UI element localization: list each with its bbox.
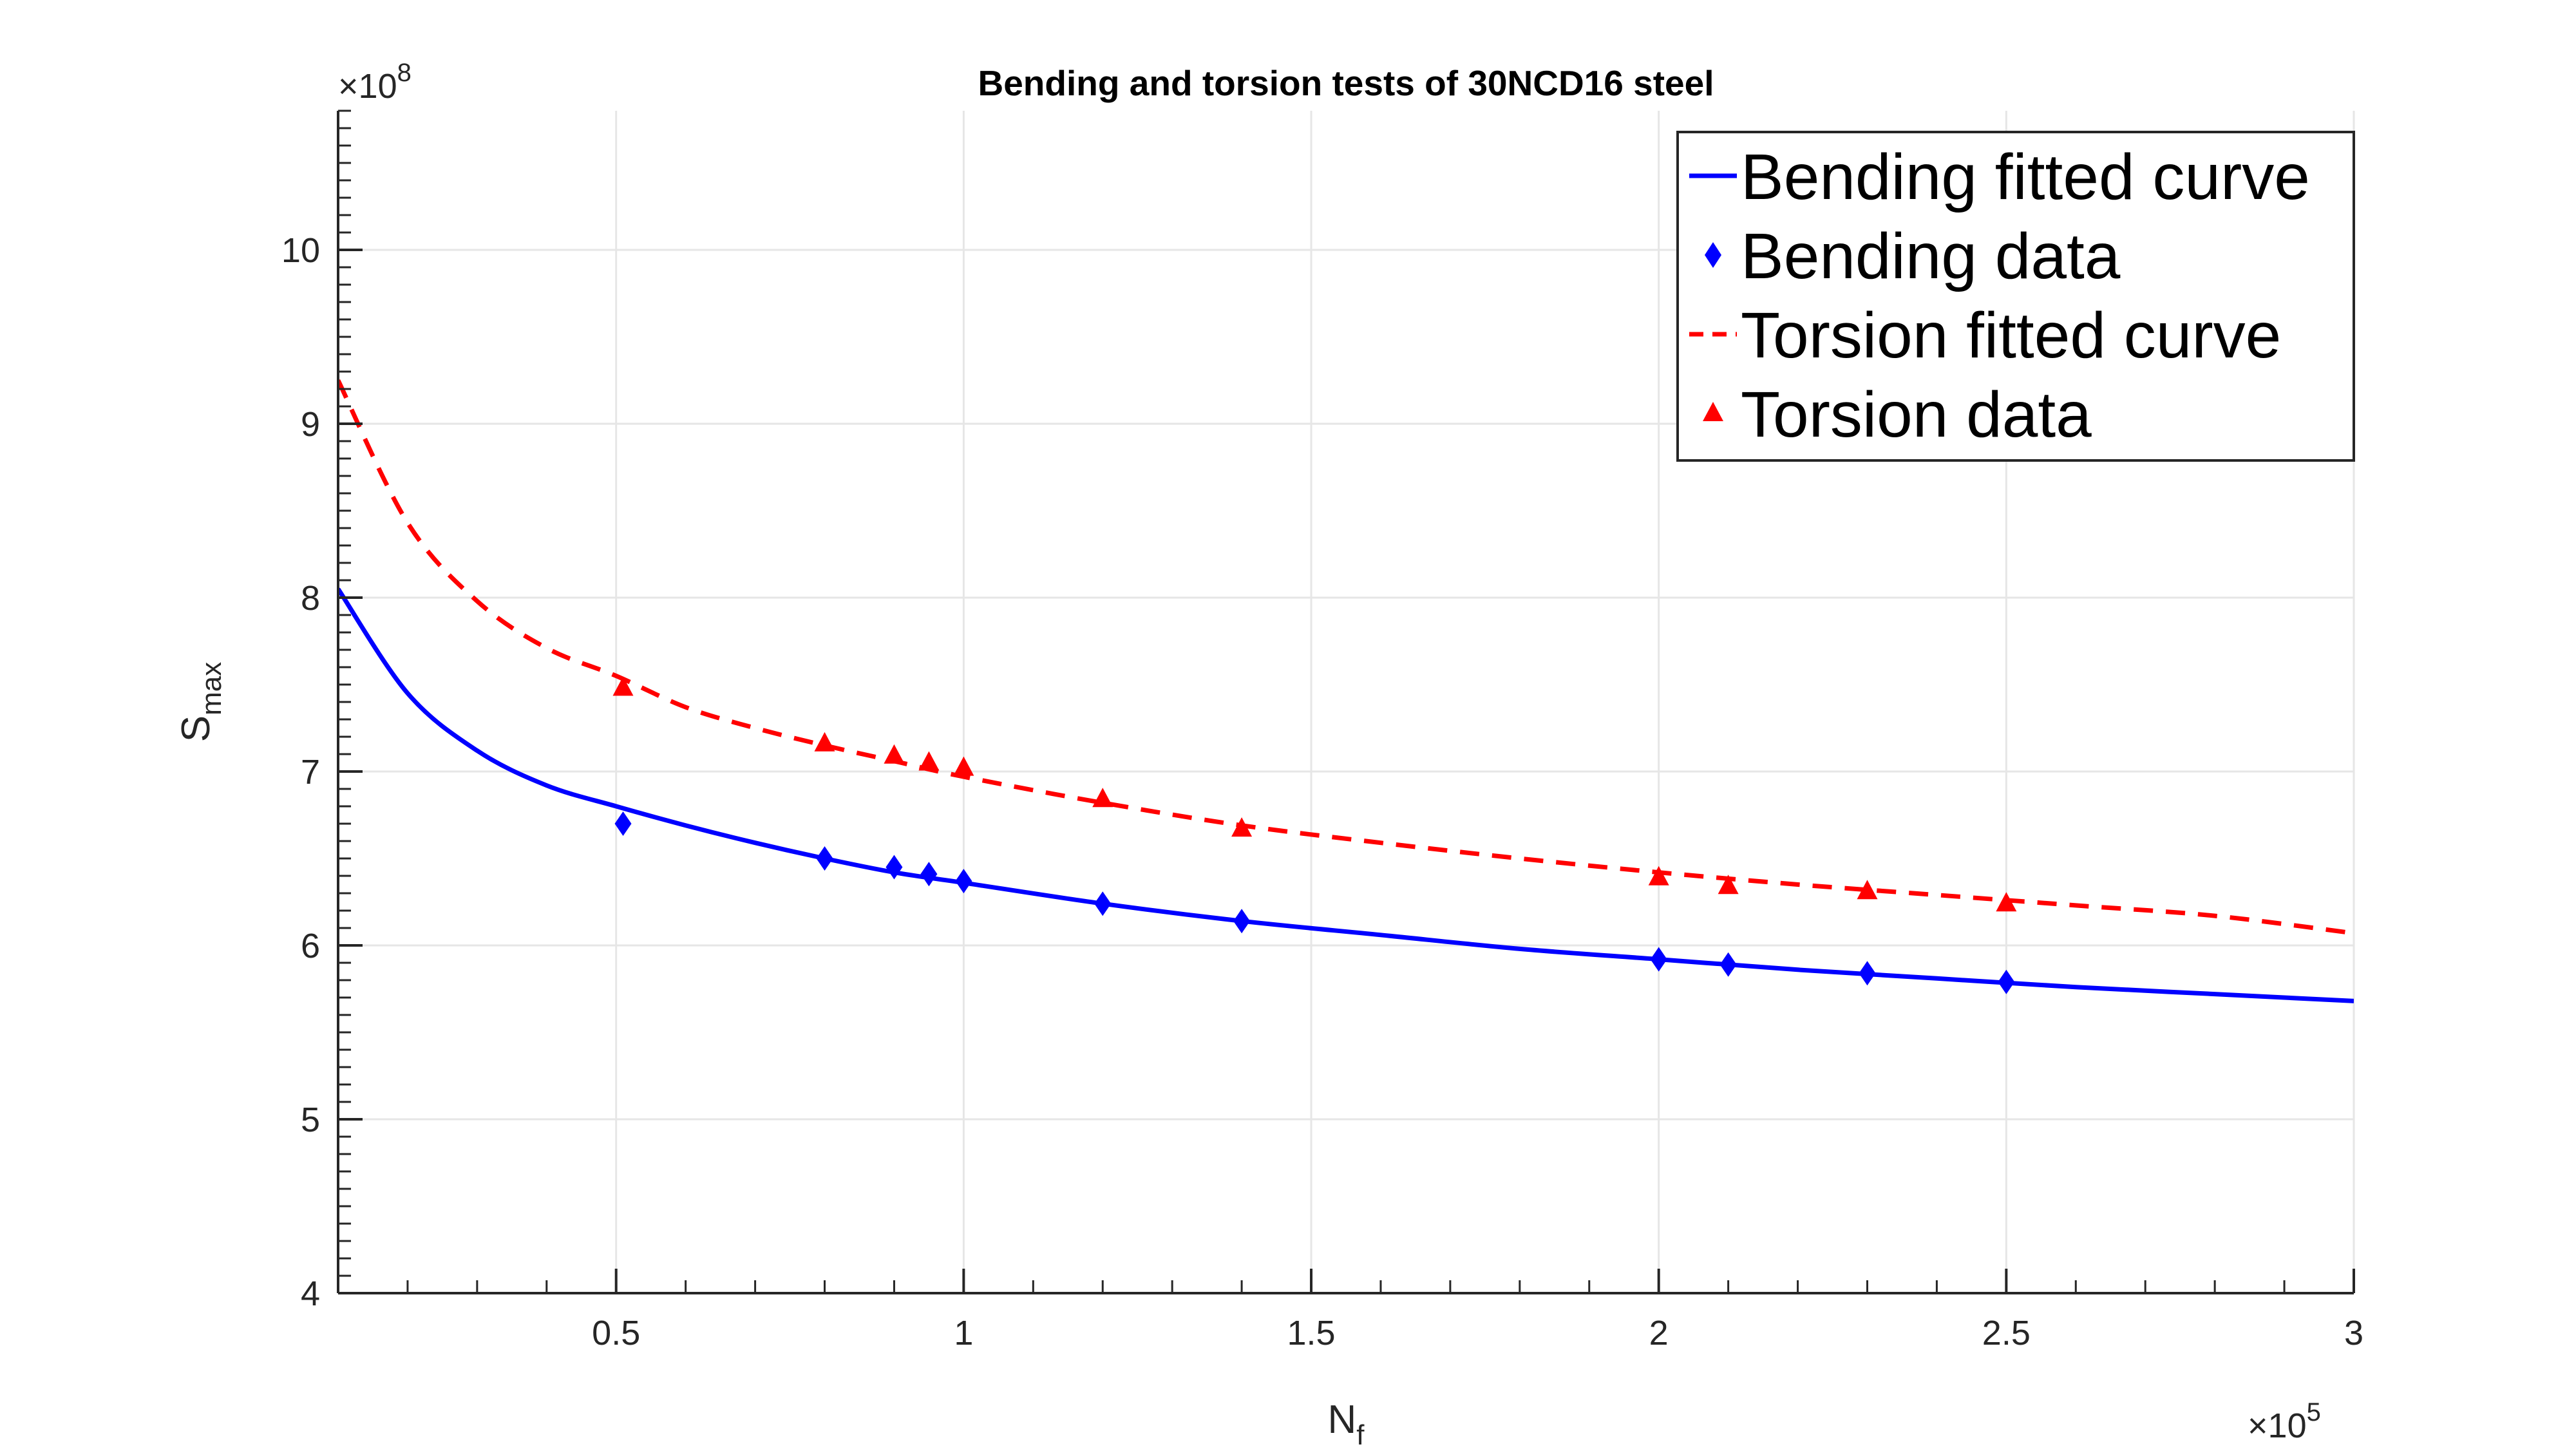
legend-label: Bending data [1741, 220, 2121, 292]
legend-label: Bending fitted curve [1741, 141, 2310, 213]
legend-marker-swatch [1705, 242, 1721, 268]
x-axis-label-sub: f [1356, 1419, 1365, 1449]
x-axis-label-main: N [1327, 1397, 1356, 1442]
data-point [1859, 961, 1876, 986]
legend-label: Torsion data [1741, 379, 2092, 451]
y-tick-label: 10 [281, 231, 320, 270]
x-tick-label: 2 [1649, 1314, 1669, 1352]
y-exponent-label: ×108 [338, 59, 412, 106]
x-exponent-power: 5 [2307, 1398, 2321, 1426]
data-point [1231, 817, 1253, 837]
data-point [1996, 892, 2017, 912]
series-line [338, 587, 2354, 1003]
series-line [338, 379, 2354, 936]
data-point [1092, 788, 1113, 808]
x-axis-label: Nf [1327, 1397, 1365, 1449]
data-point [612, 676, 634, 696]
data-point [918, 751, 940, 771]
x-exponent-base: ×10 [2248, 1406, 2307, 1445]
x-exponent-label: ×105 [2248, 1398, 2321, 1445]
data-point [814, 732, 835, 752]
y-exponent-power: 8 [397, 59, 412, 87]
data-point [884, 744, 905, 764]
y-tick-label: 7 [301, 753, 320, 791]
y-exponent-base: ×10 [338, 67, 397, 106]
data-point [1094, 891, 1112, 916]
x-tick-label: 1.5 [1287, 1314, 1335, 1352]
data-point [1233, 909, 1251, 934]
legend-label: Torsion fitted curve [1741, 299, 2281, 372]
data-point [1857, 880, 1878, 900]
y-tick-label: 5 [301, 1101, 320, 1139]
y-tick-label: 6 [301, 927, 320, 965]
data-point [1718, 875, 1739, 895]
x-tick-label: 2.5 [1982, 1314, 2031, 1352]
x-tick-label: 1 [954, 1314, 973, 1352]
legend-box [1676, 131, 2355, 462]
y-axis-label-sub: max [196, 662, 227, 715]
data-point [1648, 866, 1669, 886]
data-point [953, 756, 974, 776]
data-point [1719, 952, 1737, 977]
series-layer [338, 379, 2354, 1003]
data-point [1998, 969, 2015, 994]
data-point [816, 846, 833, 871]
x-tick-label: 3 [2344, 1314, 2363, 1352]
legend-marker-swatch [1703, 402, 1723, 421]
data-point [955, 869, 972, 894]
y-tick-label: 4 [301, 1274, 320, 1313]
data-point [614, 811, 632, 836]
y-axis-label: Smax [174, 662, 227, 742]
chart-title: Bending and torsion tests of 30NCD16 ste… [978, 63, 1714, 103]
y-tick-label: 9 [301, 405, 320, 444]
x-tick-label: 0.5 [592, 1314, 640, 1352]
data-point [886, 855, 903, 880]
y-tick-label: 8 [301, 579, 320, 618]
data-point [1650, 947, 1667, 972]
y-axis-label-main: S [174, 715, 218, 742]
data-point [920, 862, 938, 887]
